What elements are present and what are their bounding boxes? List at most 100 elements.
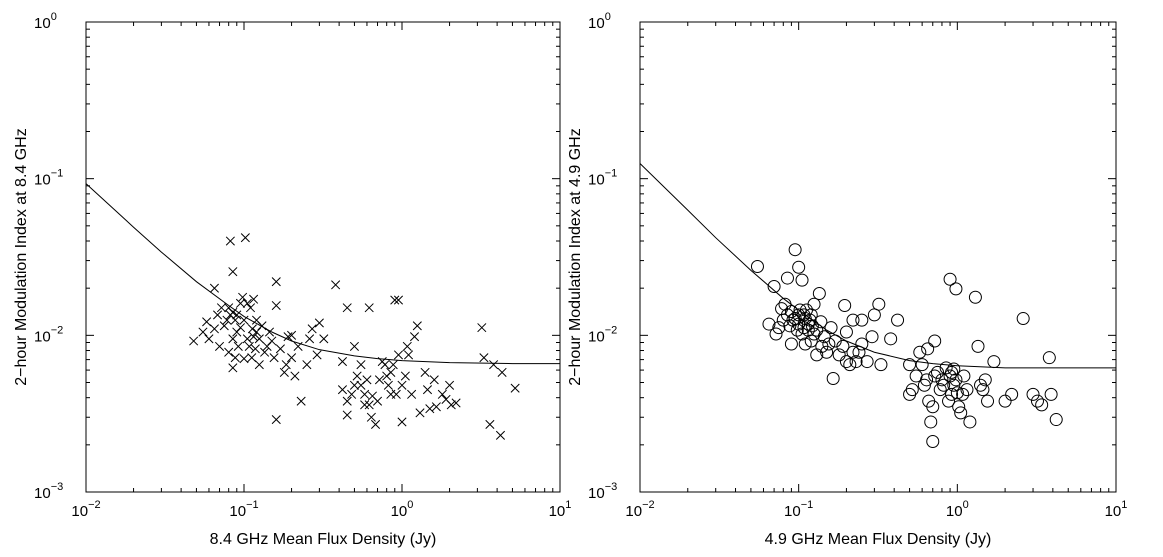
y-tick-label: 10−2 xyxy=(34,324,63,345)
data-point xyxy=(204,334,214,344)
data-point xyxy=(349,341,359,351)
data-point xyxy=(362,375,372,385)
data-point xyxy=(390,295,400,305)
data-point xyxy=(391,389,401,399)
axis-ticks xyxy=(639,21,1117,493)
data-point xyxy=(222,315,232,325)
data-point xyxy=(814,315,828,329)
data-point xyxy=(945,387,959,401)
data-point xyxy=(352,371,362,381)
data-point xyxy=(307,324,317,334)
data-point xyxy=(1035,398,1049,412)
data-point xyxy=(957,369,971,383)
y-tick-label: 10−2 xyxy=(588,324,617,345)
data-point xyxy=(198,327,208,337)
data-point xyxy=(275,344,285,354)
data-point xyxy=(792,308,806,322)
data-point xyxy=(296,396,306,406)
data-point xyxy=(792,260,806,274)
x-tick-label: 10−1 xyxy=(229,499,258,520)
data-point xyxy=(415,408,425,418)
data-point xyxy=(319,334,329,344)
data-point xyxy=(843,358,857,372)
data-point xyxy=(305,334,315,344)
data-point xyxy=(780,271,794,285)
data-point xyxy=(968,290,982,304)
data-point xyxy=(264,327,275,337)
data-point xyxy=(852,345,866,359)
data-point xyxy=(839,325,853,339)
data-point xyxy=(337,385,348,395)
data-point xyxy=(839,355,853,369)
data-point xyxy=(855,337,869,351)
data-point xyxy=(225,236,235,246)
data-point xyxy=(240,233,250,243)
data-point xyxy=(239,354,249,364)
data-point xyxy=(360,389,370,399)
data-point xyxy=(254,334,264,344)
x-tick-label: 10−2 xyxy=(71,499,100,520)
data-point xyxy=(380,360,390,370)
data-point xyxy=(331,280,341,290)
data-point xyxy=(798,337,812,351)
data-point xyxy=(1026,387,1040,401)
axis-ticks xyxy=(85,21,561,493)
data-point xyxy=(232,310,242,320)
data-point xyxy=(228,334,238,344)
data-point xyxy=(822,337,836,351)
data-point xyxy=(810,323,824,337)
data-point xyxy=(974,378,988,392)
data-point xyxy=(838,299,852,313)
data-point xyxy=(477,323,487,333)
data-point xyxy=(1044,387,1058,401)
data-point xyxy=(790,323,804,337)
data-point xyxy=(956,387,970,401)
data-point xyxy=(874,358,888,372)
x-tick-label: 100 xyxy=(946,499,969,520)
data-point xyxy=(219,321,229,331)
data-point xyxy=(803,313,817,327)
plot-frame xyxy=(85,21,561,493)
data-point xyxy=(366,412,376,422)
data-point xyxy=(388,360,398,370)
data-point xyxy=(429,375,439,385)
data-point xyxy=(772,321,786,335)
data-point xyxy=(374,375,385,385)
x-tick-label: 10−1 xyxy=(784,499,813,520)
data-point xyxy=(250,344,260,354)
data-point xyxy=(1016,312,1030,326)
data-point xyxy=(943,272,957,286)
data-point xyxy=(189,336,199,346)
data-point xyxy=(386,367,396,377)
data-point xyxy=(817,330,831,344)
y-tick-label: 100 xyxy=(588,11,611,32)
data-point xyxy=(397,380,407,390)
data-point xyxy=(485,419,495,429)
data-point xyxy=(279,367,289,377)
data-point xyxy=(403,350,414,360)
fit-curve xyxy=(85,183,560,365)
data-point xyxy=(228,267,238,277)
data-point xyxy=(971,339,985,353)
data-point xyxy=(245,303,256,313)
y-tick-label: 10−3 xyxy=(34,481,63,502)
data-point xyxy=(917,378,931,392)
data-point xyxy=(784,337,798,351)
data-point xyxy=(425,404,435,414)
data-point xyxy=(1042,351,1056,365)
data-point xyxy=(342,396,352,406)
data-point xyxy=(370,419,381,429)
data-point xyxy=(247,353,257,363)
data-point xyxy=(249,332,259,342)
data-point xyxy=(860,355,874,369)
data-point xyxy=(924,415,938,429)
data-point xyxy=(928,369,942,383)
data-point xyxy=(293,341,303,351)
x-axis-title: 8.4 GHz Mean Flux Density (Jy) xyxy=(210,531,437,548)
data-point xyxy=(778,297,792,311)
y-tick-label: 10−1 xyxy=(588,168,617,189)
x-axis-title: 4.9 GHz Mean Flux Density (Jy) xyxy=(765,531,992,548)
data-point xyxy=(921,342,935,356)
data-point xyxy=(337,357,348,367)
